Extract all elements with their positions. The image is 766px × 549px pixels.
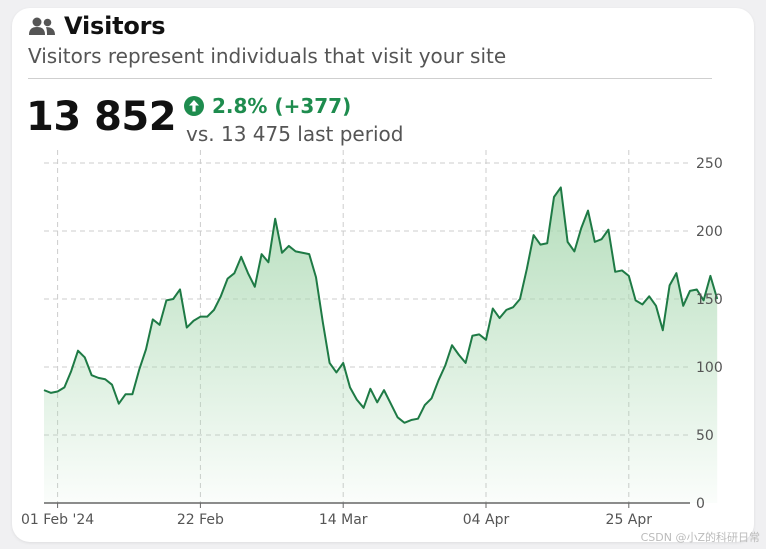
y-tick-label: 250 xyxy=(696,156,723,172)
change-value: 2.8% (+377) xyxy=(212,94,352,118)
y-tick-label: 200 xyxy=(696,224,723,240)
watermark: CSDN @小Z的科研日常 xyxy=(640,531,760,544)
series-area xyxy=(44,187,718,504)
arrow-up-circle-icon xyxy=(184,96,204,116)
y-tick-label: 150 xyxy=(696,292,723,308)
header-divider xyxy=(28,78,712,79)
series-line xyxy=(43,186,719,424)
change-indicator: 2.8% (+377) xyxy=(184,94,351,118)
visitor-total: 13 852 xyxy=(26,94,177,140)
x-tick-label: 22 Feb xyxy=(177,512,224,528)
users-icon xyxy=(29,17,55,35)
y-tick-label: 50 xyxy=(696,428,714,444)
y-tick-label: 0 xyxy=(696,496,705,512)
card-title: Visitors xyxy=(64,12,166,40)
x-tick-label: 01 Feb '24 xyxy=(21,512,94,528)
x-tick-label: 04 Apr xyxy=(463,512,510,528)
card-header: Visitors xyxy=(28,12,166,40)
x-tick-label: 25 Apr xyxy=(606,512,653,528)
card-subtitle: Visitors represent individuals that visi… xyxy=(28,44,507,68)
x-tick-label: 14 Mar xyxy=(319,512,368,528)
y-tick-label: 100 xyxy=(696,360,723,376)
comparison-text: vs. 13 475 last period xyxy=(186,122,404,146)
